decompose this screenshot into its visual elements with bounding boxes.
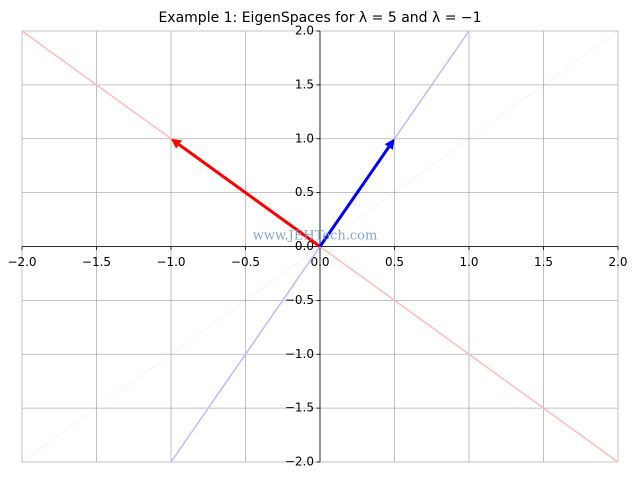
- x-tick-label: 2.0: [608, 255, 627, 269]
- x-tick-label: −0.5: [231, 255, 260, 269]
- y-tick-label: −0.5: [285, 293, 314, 307]
- y-tick-label: 0.0: [295, 239, 314, 253]
- x-tick-label: 0.0: [310, 255, 329, 269]
- y-tick-label: 1.5: [295, 77, 314, 91]
- watermark: www.JEHTech.com: [253, 229, 378, 244]
- y-tick-label: 0.5: [295, 185, 314, 199]
- chart-title: Example 1: EigenSpaces for λ = 5 and λ =…: [158, 10, 481, 26]
- x-tick-label: −2.0: [7, 255, 36, 269]
- x-tick-label: 1.0: [459, 255, 478, 269]
- x-tick-label: 0.5: [385, 255, 404, 269]
- x-tick-label: −1.5: [82, 255, 111, 269]
- arrow-shaft: [178, 143, 321, 248]
- arrow-shaft: [318, 146, 391, 248]
- arrow-head: [171, 138, 183, 149]
- x-tick-label: −1.0: [156, 255, 185, 269]
- y-tick-label: −2.0: [285, 455, 314, 469]
- y-tick-label: −1.5: [285, 401, 314, 415]
- y-tick-label: 1.0: [295, 131, 314, 145]
- arrow-head: [384, 138, 395, 150]
- y-tick-label: 2.0: [295, 24, 314, 38]
- x-tick-label: 1.5: [534, 255, 553, 269]
- y-tick-label: −1.0: [285, 347, 314, 361]
